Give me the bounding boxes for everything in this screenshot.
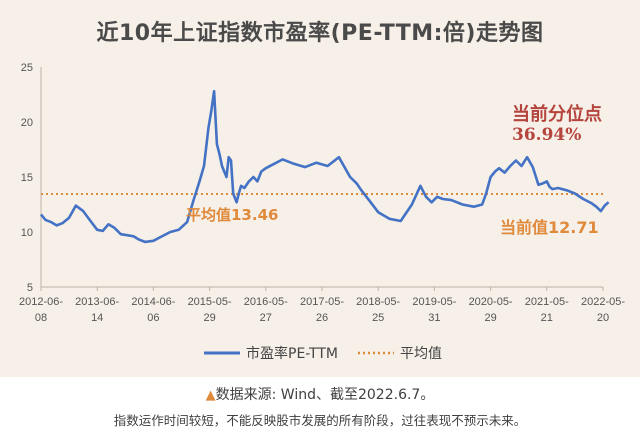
current-value-label: 当前值12.71 (500, 218, 599, 237)
legend: 市盈率PE-TTM 平均值 (204, 345, 442, 362)
chart-title: 近10年上证指数市盈率(PE-TTM:倍)走势图 (96, 21, 544, 46)
x-tick-label: 21 (541, 312, 553, 324)
x-tick-label: 2012-06- (19, 296, 63, 308)
y-tick-label: 25 (21, 62, 33, 74)
x-tick-label: 31 (428, 312, 440, 324)
x-tick-label: 20 (597, 312, 609, 324)
legend-label-average: 平均值 (400, 346, 442, 362)
x-tick-label: 2020-05- (469, 296, 513, 308)
y-tick-label: 10 (21, 227, 33, 239)
x-tick-label: 29 (484, 312, 496, 324)
data-source-text: 数据来源: Wind、截至2022.6.7。 (215, 387, 435, 403)
data-source-note: ▲数据来源: Wind、截至2022.6.7。 (0, 384, 640, 404)
x-tick-label: 27 (260, 312, 272, 324)
x-tick-label: 08 (35, 312, 47, 324)
chart-panel: 5 10 15 20 25 2012-06- 08 2013-06- 14 2014-06- 06… (0, 0, 640, 377)
y-tick-label: 20 (21, 117, 33, 129)
x-tick-label: 2018-05- (356, 296, 400, 308)
x-tick-label: 25 (372, 312, 384, 324)
x-tick-label: 14 (91, 312, 103, 324)
x-tick-label: 2019-05- (412, 296, 456, 308)
triangle-icon: ▲ (205, 388, 216, 403)
y-tick-label: 5 (27, 282, 33, 294)
x-tick-label: 2014-06- (131, 296, 175, 308)
x-tick-label: 2015-05- (188, 296, 232, 308)
x-tick-label: 2016-05- (244, 296, 288, 308)
x-tick-label: 2022-05- (581, 296, 625, 308)
x-tick-label: 2017-05- (300, 296, 344, 308)
legend-label-series: 市盈率PE-TTM (246, 345, 338, 362)
percentile-value: 36.94% (512, 125, 582, 145)
y-tick-label: 15 (21, 172, 33, 184)
series-line-pe-ttm (39, 89, 610, 244)
x-tick-label: 06 (147, 312, 159, 324)
average-value-label: 平均值13.46 (186, 206, 279, 224)
pe-ttm-line-chart: 5 10 15 20 25 2012-06- 08 2013-06- 14 2014-06- 06… (19, 62, 625, 362)
x-tick-label: 26 (316, 312, 328, 324)
disclaimer-text: 指数运作时间较短，不能反映股市发展的所有阶段，过往表现不预示未来。 (113, 413, 527, 428)
x-tick-label: 2013-06- (75, 296, 119, 308)
x-tick-label: 29 (203, 312, 215, 324)
x-tick-label: 2021-05- (525, 296, 569, 308)
percentile-label: 当前分位点 (512, 104, 602, 125)
